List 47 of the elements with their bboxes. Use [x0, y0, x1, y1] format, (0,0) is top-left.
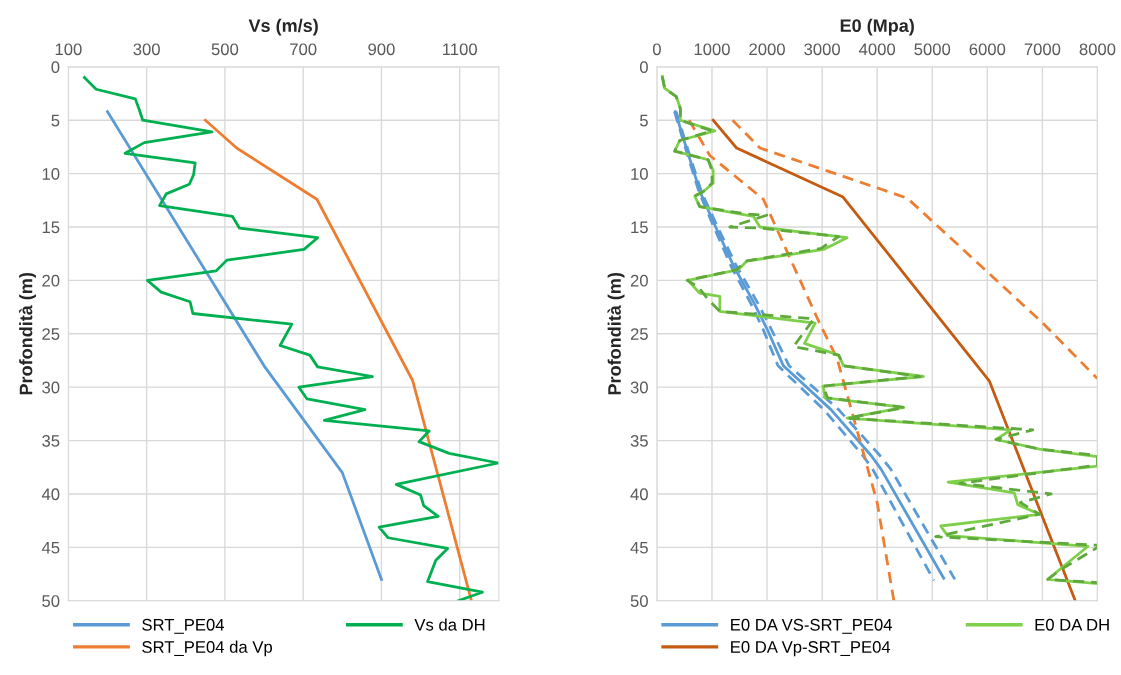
x-tick-label: 6000 — [969, 43, 1006, 56]
y-axis-title: Profondità (m) — [607, 273, 625, 395]
y-tick-label: 45 — [630, 541, 648, 554]
x-tick-label: 900 — [368, 43, 395, 56]
y-tick-label: 20 — [630, 274, 648, 287]
y-tick-label: 15 — [631, 221, 648, 234]
y-tick-label: 45 — [41, 541, 60, 554]
y-tick-label: 25 — [42, 328, 60, 340]
x-tick-label: 5000 — [914, 43, 951, 56]
y-tick-label: 25 — [630, 328, 648, 340]
y-tick-label: 0 — [639, 61, 648, 74]
x-tick-label: 100 — [55, 43, 82, 56]
x-tick-label: 7000 — [1024, 43, 1061, 56]
x-tick-label: 4000 — [859, 43, 896, 56]
legend-label: SRT_PE04 da Vp — [142, 640, 273, 657]
y-tick-label: 30 — [630, 381, 648, 394]
y-tick-label: 5 — [51, 114, 60, 127]
x-tick-label: 300 — [133, 43, 160, 56]
legend-label: E0 DA DH — [1035, 618, 1109, 631]
y-tick-label: 35 — [42, 434, 60, 447]
x-tick-label: 0 — [652, 43, 661, 56]
y-tick-label: 35 — [630, 434, 648, 447]
legend-label: E0 DA VS-SRT_PE04 — [731, 618, 893, 634]
y-tick-label: 10 — [631, 168, 648, 180]
x-tick-label: 3000 — [804, 43, 840, 56]
legend-label: Vs da DH — [414, 618, 485, 631]
y-tick-label: 30 — [42, 381, 60, 394]
x-tick-label: 8000 — [1079, 43, 1116, 56]
x-tick-label: 1000 — [694, 43, 730, 56]
y-tick-label: 50 — [630, 595, 648, 607]
x-axis-title: Vs (m/s) — [248, 18, 318, 36]
x-tick-label: 1100 — [443, 43, 477, 56]
y-tick-label: 10 — [42, 168, 60, 180]
y-axis-title: Profondità (m) — [18, 273, 36, 395]
y-tick-label: 15 — [42, 221, 60, 234]
y-tick-label: 20 — [42, 274, 60, 287]
x-tick-label: 700 — [290, 43, 317, 56]
y-tick-label: 5 — [639, 114, 648, 127]
x-axis-title: E0 (Mpa) — [840, 18, 914, 36]
legend-label: SRT_PE04 — [142, 618, 225, 634]
y-tick-label: 50 — [42, 595, 60, 607]
y-tick-label: 40 — [630, 488, 648, 501]
x-tick-label: 500 — [211, 43, 239, 56]
y-tick-label: 40 — [41, 488, 60, 501]
legend-label: E0 DA Vp-SRT_PE04 — [731, 641, 891, 657]
x-tick-label: 2000 — [749, 43, 785, 56]
y-tick-label: 0 — [51, 61, 60, 74]
